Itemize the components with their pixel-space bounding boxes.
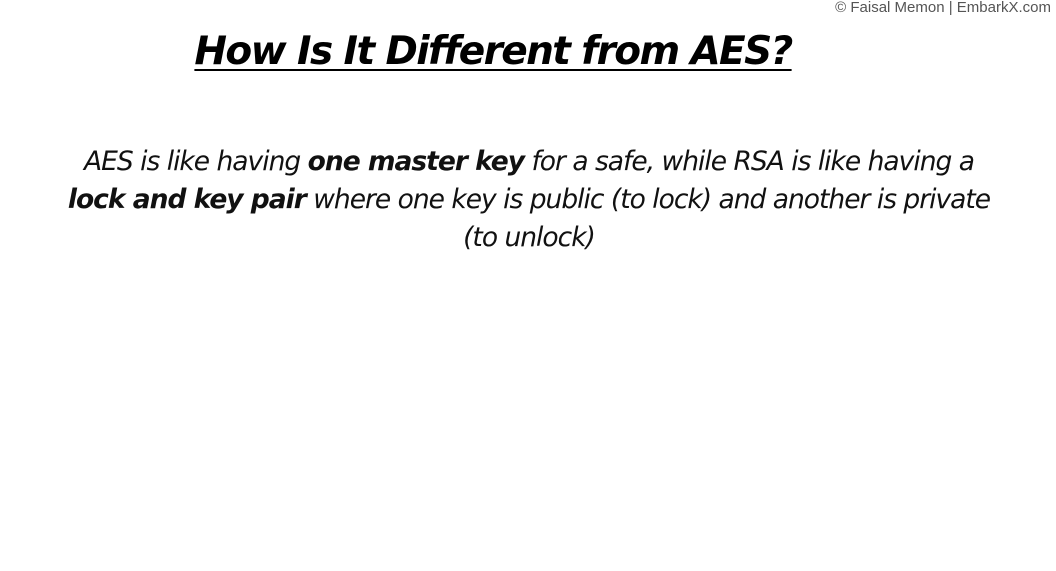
body-text-part-3: where one key is public (to lock) and an… bbox=[305, 184, 991, 253]
body-text-part-2: for a safe, while RSA is like having a bbox=[524, 146, 975, 177]
slide-title: How Is It Different from AES? bbox=[194, 29, 793, 74]
body-emphasis-one-master-key: one master key bbox=[307, 146, 525, 177]
body-text-part-1: AES is like having bbox=[84, 146, 308, 177]
slide-body-text: AES is like having one master key for a … bbox=[58, 143, 1000, 257]
body-emphasis-lock-and-key-pair: lock and key pair bbox=[67, 184, 307, 215]
copyright-notice: © Faisal Memon | EmbarkX.com bbox=[835, 0, 1051, 16]
